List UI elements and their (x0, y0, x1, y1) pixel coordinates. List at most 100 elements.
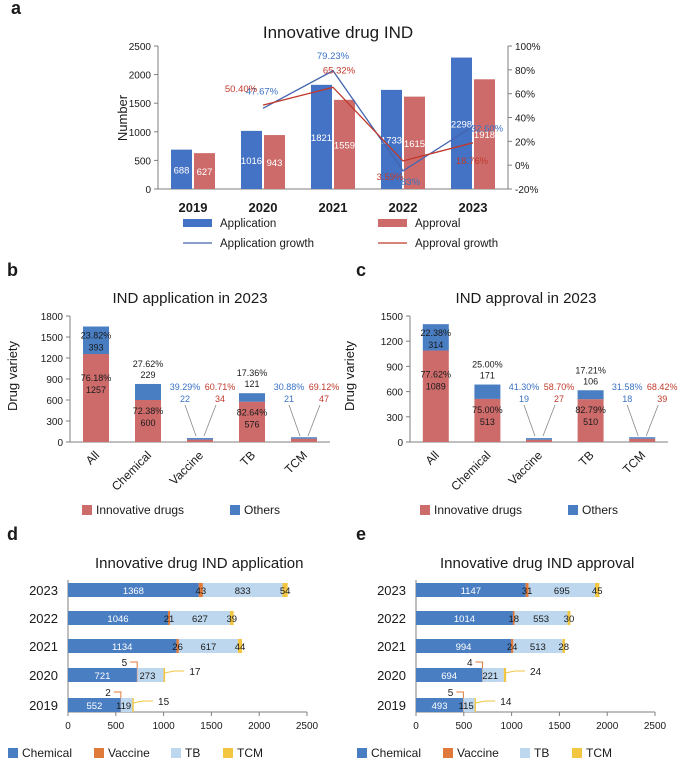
legend-label: Innovative drugs (434, 503, 522, 517)
x-tick-label: 2022 (389, 200, 418, 215)
vaccine-value: 26 (172, 642, 183, 653)
tcm-value: 15 (158, 697, 170, 708)
legend-label: Application growth (220, 238, 314, 250)
leader-line (475, 661, 484, 668)
y-tick-label: 1800 (41, 312, 64, 323)
legend-label: Vaccine (108, 746, 150, 760)
legend-label: Vaccine (457, 746, 499, 760)
innovative-percent: 82.79% (575, 405, 606, 415)
legend-label: Approval growth (415, 238, 498, 250)
bar-value-label: 943 (267, 158, 283, 169)
leader-line (475, 700, 496, 704)
vaccine-value: 5 (122, 658, 128, 669)
tb-value: 627 (192, 614, 208, 625)
leader-line (523, 404, 536, 437)
vaccine-value: 4 (467, 658, 473, 669)
innovative-value: 1257 (86, 385, 106, 395)
leader-line (626, 404, 639, 437)
tcm-value: 30 (564, 614, 575, 625)
innovative-percent: 68.42% (647, 382, 678, 392)
legend-swatch-vaccine (94, 748, 104, 758)
y-tick-label: 1200 (41, 354, 64, 365)
y-tick-label: 2023 (29, 583, 58, 598)
bar-value-label: 1733 (381, 135, 402, 146)
chemical-value: 1046 (107, 614, 128, 625)
bar-vaccine (198, 583, 203, 597)
tcm-value: 45 (592, 586, 603, 597)
innovative-value: 576 (244, 420, 259, 430)
y-tick-label: 2019 (29, 698, 58, 713)
bar-vaccine (176, 639, 179, 653)
innovative-value: 600 (140, 418, 155, 428)
bar-innovative (135, 400, 161, 442)
innovative-value: 47 (319, 394, 329, 404)
y-tick-label: 2021 (29, 639, 58, 654)
innovative-percent: 58.70% (544, 382, 575, 392)
y-tick-label: 900 (46, 375, 63, 386)
bar-innovative (577, 399, 604, 442)
x-tick-label: Chemical (448, 448, 493, 493)
others-value: 18 (622, 394, 632, 404)
others-value: 19 (519, 394, 529, 404)
others-percent: 31.58% (612, 382, 643, 392)
vaccine-value: 31 (522, 586, 533, 597)
x-tick-label: 2020 (249, 200, 278, 215)
bar-tcm (595, 583, 600, 597)
bar-application (381, 89, 402, 189)
tcm-value: 39 (227, 614, 238, 625)
vaccine-value: 24 (507, 642, 518, 653)
bar-tb (202, 583, 283, 597)
panel-e: e Innovative drug IND approval 0 500 1000 150… (356, 524, 667, 760)
bar-innovative (239, 401, 265, 442)
tcm-value: 54 (280, 586, 291, 597)
innovative-percent: 60.71% (205, 382, 236, 392)
bar-vaccine (167, 611, 171, 625)
y-tick-label: 2022 (377, 611, 406, 626)
legend-label: Others (582, 503, 618, 517)
legend-label: Approval (415, 218, 460, 230)
legend-label: Others (244, 503, 280, 517)
tcm-value: 24 (530, 667, 542, 678)
bar-chemical (416, 639, 512, 653)
y-tick-label: 0 (397, 438, 403, 449)
bar-tb (463, 698, 475, 712)
bar-tb (513, 639, 563, 653)
bar-innovative (291, 438, 317, 442)
y2-tick-label: 80% (515, 66, 535, 77)
innovative-value: 510 (583, 417, 598, 427)
legend-label: Innovative drugs (96, 503, 184, 517)
legend-swatch-approval (378, 219, 407, 227)
y-tick-label: 0 (57, 438, 63, 449)
y-tick-label: 2020 (377, 668, 406, 683)
leader-line (164, 670, 185, 674)
legend-label: Chemical (371, 746, 421, 760)
innovative-percent: 69.12% (309, 382, 340, 392)
panel-a: a Innovative drug IND 0 500 1000 1500 2000 2500… (11, 0, 541, 250)
bar-tcm (567, 611, 571, 625)
innovative-percent: 77.62% (421, 370, 452, 380)
chemical-value: 493 (432, 701, 448, 712)
others-percent: 25.00% (472, 360, 503, 370)
chart-d-title: Innovative drug IND application (95, 555, 303, 572)
y2-tick-label: 100% (515, 42, 541, 53)
y-tick-label: 300 (46, 417, 63, 428)
growth-label: 3.59% (377, 172, 404, 183)
chemical-value: 1147 (461, 586, 481, 597)
leader-line (113, 691, 122, 698)
tb-value: 617 (200, 642, 216, 653)
legend-swatch-vaccine (443, 748, 453, 758)
bar-application (171, 149, 192, 189)
legend-label: Application (220, 218, 276, 230)
bar-approval (404, 96, 425, 189)
bar-chemical (68, 668, 137, 682)
bar-approval (474, 79, 495, 189)
others-percent: 30.88% (274, 382, 305, 392)
legend-swatch-tcm (223, 748, 233, 758)
x-tick-label: Chemical (109, 448, 154, 493)
bar-value-label: 2298 (451, 119, 472, 130)
bar-others (629, 437, 656, 439)
bar-others (239, 393, 265, 402)
panel-label-e: e (356, 524, 366, 544)
x-tick-label: 2000 (248, 721, 271, 732)
